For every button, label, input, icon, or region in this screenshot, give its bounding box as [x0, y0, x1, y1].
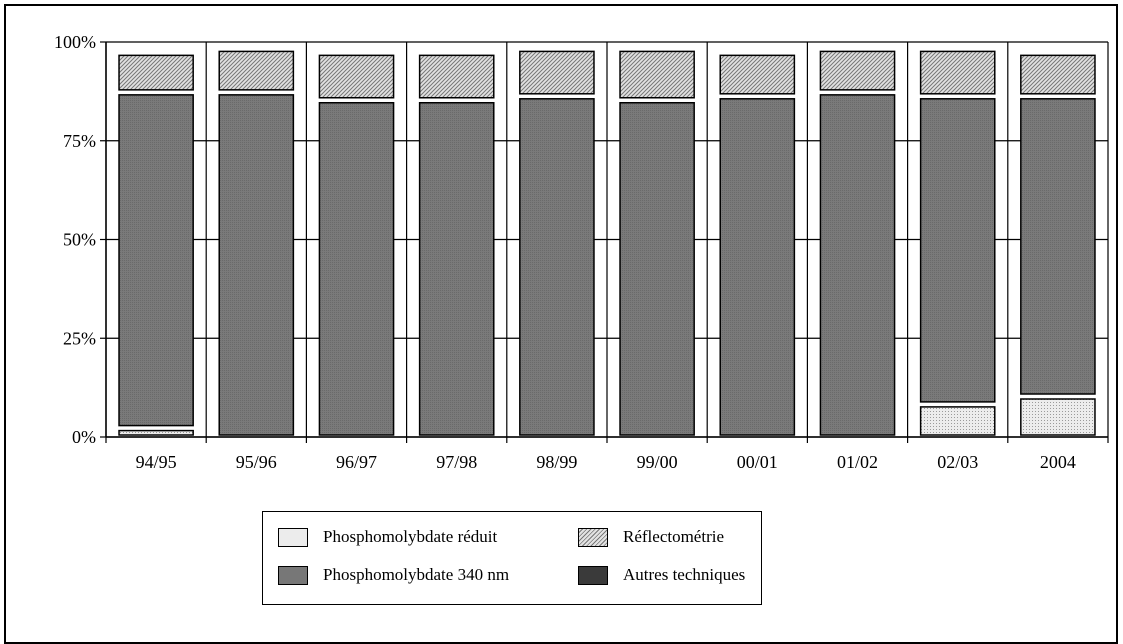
legend: Phosphomolybdate réduit Réflectométrie P…	[262, 511, 762, 605]
legend-swatch-phosphomolybdate-reduit	[278, 527, 308, 547]
bar-segment-hatch	[418, 54, 495, 99]
axis-labels: 0% 25% 50% 75% 100% 94/95 95/96 96/97 97/98 98/99…	[54, 32, 1076, 472]
legend-item: Réflectométrie	[578, 527, 724, 547]
bar-segment-hatch	[1020, 54, 1096, 95]
legend-label: Phosphomolybdate 340 nm	[323, 565, 510, 584]
x-tick-label: 98/99	[536, 452, 577, 472]
bar-segment-dark	[118, 94, 194, 427]
y-tick-label: 25%	[63, 328, 96, 348]
bar-segment-dots	[919, 406, 996, 436]
x-tick-label: 96/97	[336, 452, 377, 472]
legend-label: Autres techniques	[623, 565, 746, 584]
x-tick-label: 02/03	[937, 452, 978, 472]
x-tick-label: 97/98	[436, 452, 477, 472]
bar-segment-dark	[519, 98, 595, 436]
x-tick-label: 01/02	[837, 452, 878, 472]
bar-segment-dark	[919, 98, 996, 403]
legend-item: Autres techniques	[578, 565, 745, 585]
y-tick-label: 0%	[72, 427, 96, 447]
bar-segment-dark	[418, 102, 495, 436]
bar-segment-hatch	[919, 50, 996, 95]
y-tick-label: 75%	[63, 131, 96, 151]
bar-segment-dots	[1020, 398, 1096, 436]
bar-segment-hatch	[619, 50, 695, 99]
x-tick-label: 94/95	[136, 452, 177, 472]
bar-segment-hatch	[519, 50, 595, 95]
legend-label: Réflectométrie	[623, 527, 725, 546]
x-tick-label: 2004	[1040, 452, 1076, 472]
bar-segment-hatch	[218, 50, 295, 91]
legend-swatch-phosphomolybdate-340	[278, 565, 308, 585]
legend-label: Phosphomolybdate réduit	[323, 527, 498, 546]
y-tick-label: 100%	[54, 32, 96, 52]
bar-segment-dark	[719, 98, 796, 436]
legend-swatch-reflectometrie	[578, 527, 608, 547]
bar-segment-hatch	[819, 50, 896, 91]
bar-segment-dots	[118, 429, 194, 436]
bar-segment-dark	[619, 102, 695, 436]
bar-segment-hatch	[318, 54, 395, 99]
y-tick-label: 50%	[63, 230, 96, 250]
x-tick-label: 99/00	[637, 452, 678, 472]
stacked-bar-chart: 0% 25% 50% 75% 100% 94/95 95/96 96/97 97/98 98/99…	[54, 32, 1109, 472]
bar-segment-hatch	[719, 54, 796, 95]
axes	[100, 41, 1109, 443]
bar-segment-dark	[1020, 98, 1096, 395]
legend-item: Phosphomolybdate réduit	[278, 527, 497, 547]
bar-segment-hatch	[118, 54, 194, 91]
bar-segment-dark	[819, 94, 896, 436]
x-tick-label: 95/96	[236, 452, 277, 472]
bars	[118, 50, 1096, 436]
x-tick-label: 00/01	[737, 452, 778, 472]
bar-segment-dark	[318, 102, 395, 436]
legend-item: Phosphomolybdate 340 nm	[278, 565, 509, 585]
legend-swatch-autres-techniques	[578, 565, 608, 585]
bar-segment-dark	[218, 94, 295, 436]
